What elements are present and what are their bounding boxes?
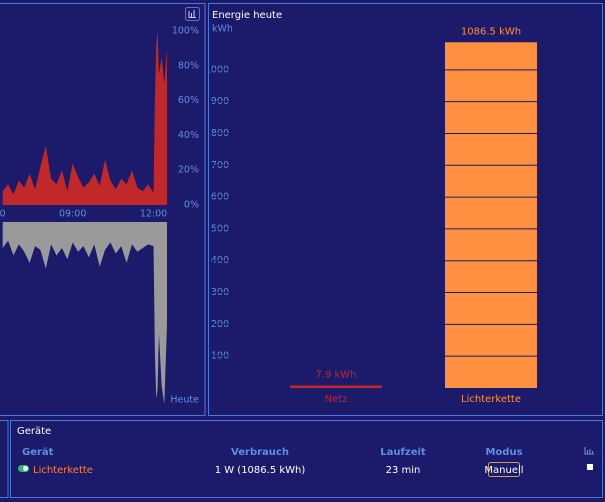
power-charts: 0% 20% 40% 60% 80% 100% 06:00 09:00 12:00 Heute	[0, 26, 199, 406]
bar	[445, 42, 537, 388]
category-label: Lichterkette	[461, 394, 521, 405]
cell: 23 min	[386, 465, 421, 476]
mode-button[interactable]	[488, 462, 520, 477]
stats-icon[interactable]	[584, 447, 594, 455]
column-header: Modus	[485, 447, 522, 458]
annotation: Heute	[170, 395, 199, 406]
area	[2, 222, 168, 405]
y-tick-label: 80%	[178, 60, 199, 71]
y-tick-label: 100%	[172, 26, 199, 37]
panel-side	[0, 420, 9, 498]
y-tick-label: 0%	[184, 200, 199, 211]
panel-devices	[10, 420, 603, 498]
toggle-knob	[23, 466, 28, 471]
chart-title: Energie heute	[212, 10, 282, 21]
column-header: Laufzeit	[380, 447, 426, 458]
y-tick-label: 60%	[178, 95, 199, 106]
cell: 1 W (1086.5 kWh)	[215, 465, 306, 476]
cell[interactable]: Manuell	[484, 465, 523, 476]
x-tick-label: 12:00	[140, 209, 167, 220]
cell: Lichterkette	[33, 465, 93, 476]
devices-table: Geräte Gerät Verbrauch Laufzeit Modus Lichte…	[17, 426, 594, 477]
column-header: Verbrauch	[231, 447, 289, 458]
column-header: Gerät	[22, 447, 54, 458]
chart-icon-button[interactable]	[185, 7, 200, 21]
area	[2, 31, 168, 205]
checkbox[interactable]	[587, 464, 593, 470]
y-tick-label: 40%	[178, 130, 199, 141]
panel-energy	[208, 3, 603, 416]
x-tick-label: 09:00	[59, 209, 86, 220]
value-label: 1086.5 kWh	[461, 26, 521, 37]
value-label: 7.9 kWh	[315, 369, 356, 380]
y-axis-label: kWh	[212, 24, 233, 35]
bar	[290, 385, 382, 388]
energy-chart: Energie heute kWh 7.9 kWh Netz 1086.5 kWh L…	[209, 10, 598, 405]
x-tick-label: 06:00	[0, 209, 6, 220]
panel-power	[0, 3, 206, 416]
category-label: Netz	[325, 394, 348, 405]
y-tick-label: 20%	[178, 165, 199, 176]
table-title: Geräte	[17, 426, 51, 437]
